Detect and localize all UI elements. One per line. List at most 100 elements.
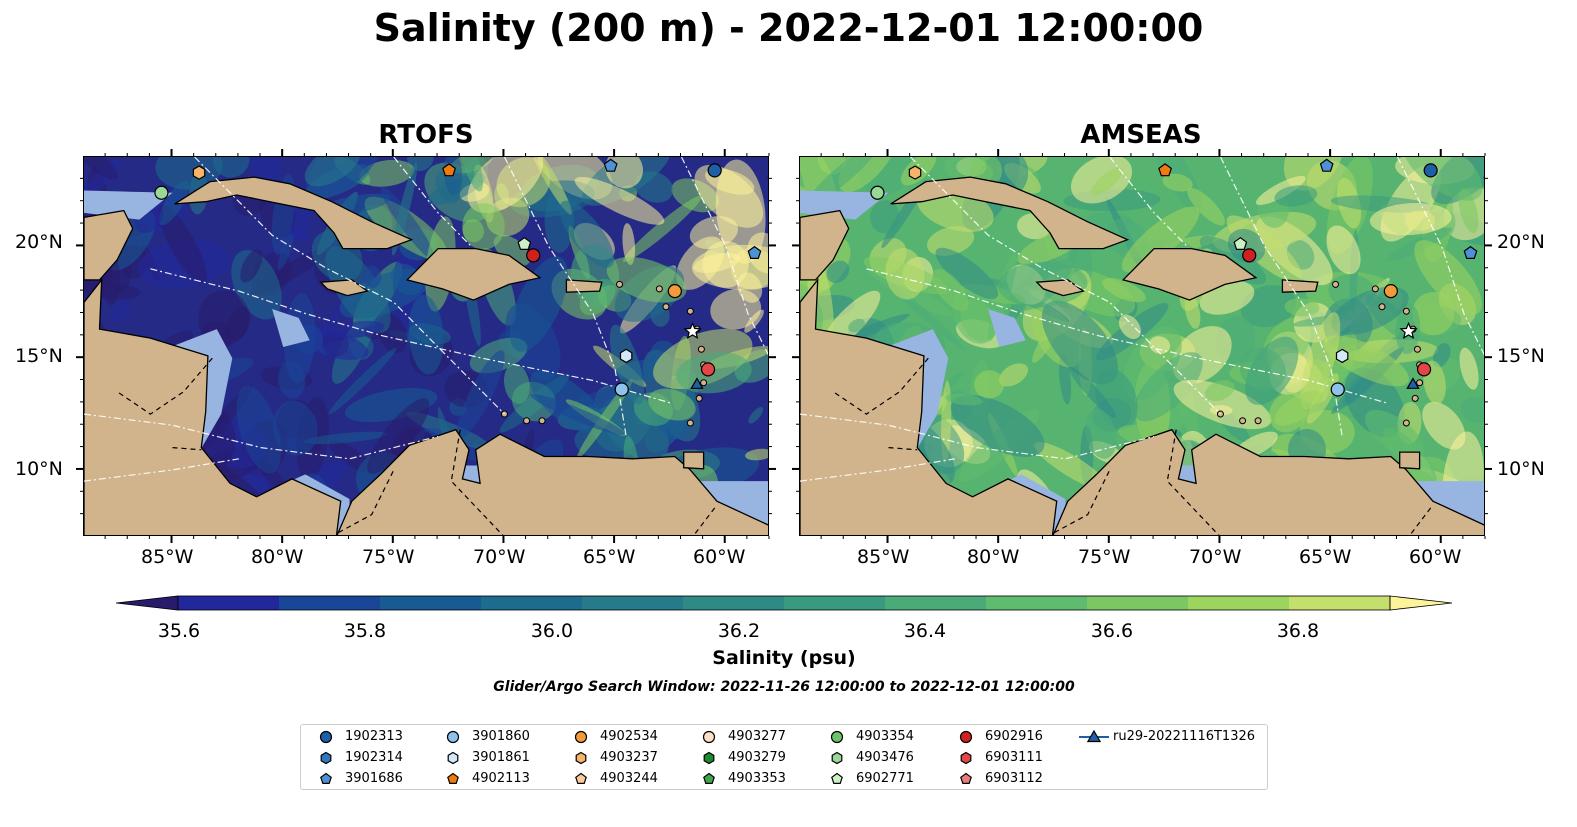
legend-glider-symbol: [1079, 729, 1109, 743]
legend-label: 6903112: [985, 771, 1043, 786]
salinity-patch: [391, 162, 418, 256]
legend-float-symbol: [831, 772, 843, 784]
salinity-patch: [456, 157, 483, 192]
salinity-patch: [110, 299, 131, 321]
salinity-patch: [885, 248, 925, 300]
legend-float-symbol: [959, 730, 973, 744]
colorbar-bin: [1289, 596, 1391, 610]
legend-float-symbol: [446, 730, 460, 744]
small-island: [1332, 280, 1340, 288]
small-island: [686, 419, 694, 427]
coastline-landmass: [800, 277, 1058, 535]
salinity-patch: [158, 204, 207, 284]
salinity-patch: [622, 223, 636, 266]
legend-marker: [447, 772, 459, 784]
salinity-patch: [1459, 347, 1479, 390]
salinity-patch: [509, 256, 568, 352]
float-marker: [442, 163, 457, 177]
float-marker: [1399, 321, 1418, 340]
salinity-patch: [648, 388, 696, 421]
small-island: [662, 303, 670, 311]
salinity-patch: [693, 252, 741, 273]
eez-boundary: [194, 157, 505, 415]
island: [1281, 279, 1319, 293]
legend-float-symbol: [319, 730, 333, 744]
float-marker: [1416, 362, 1432, 377]
legend-triangle: [1086, 729, 1102, 743]
colorbar-bin: [380, 596, 482, 610]
legend-float-symbol: [703, 772, 715, 784]
country-border: [172, 447, 202, 451]
small-island: [1413, 345, 1421, 353]
float-marker: [707, 163, 722, 178]
legend-float-symbol: [447, 751, 459, 765]
salinity-patch: [1322, 335, 1410, 387]
legend-marker: [320, 751, 332, 765]
lon-tick-left: 65°W: [583, 546, 636, 568]
salinity-patch: [90, 283, 141, 300]
small-island: [1239, 417, 1247, 425]
coastline-landmass: [1052, 428, 1484, 535]
legend-marker: [960, 772, 972, 784]
salinity-patch: [1240, 285, 1297, 328]
colorbar-bin: [481, 596, 583, 610]
axis-ticks: [792, 149, 1492, 543]
salinity-patch: [559, 200, 615, 268]
salinity-patch: [998, 363, 1029, 387]
lon-tick-left: 85°W: [141, 546, 194, 568]
float-marker: [1158, 163, 1173, 177]
island: [890, 176, 1130, 250]
salinity-patch: [84, 157, 118, 180]
salinity-patch: [493, 234, 531, 266]
lat-tick-left: 20°N: [15, 231, 63, 253]
eez-boundary: [1219, 157, 1343, 437]
float-marker: [683, 321, 702, 340]
coastline-landmass: [84, 277, 342, 535]
small-island: [616, 280, 624, 288]
salinity-patch: [1162, 173, 1193, 192]
country-border: [888, 447, 918, 451]
lon-tick-right: 65°W: [1299, 546, 1352, 568]
salinity-patch: [950, 395, 1045, 457]
island: [1035, 279, 1085, 297]
salinity-patch: [363, 265, 382, 289]
lon-tick-right: 60°W: [1409, 546, 1462, 568]
salinity-patch: [1041, 300, 1118, 385]
country-border: [338, 469, 395, 534]
salinity-patch: [380, 186, 435, 260]
eez-boundary: [503, 157, 627, 437]
salinity-patch: [226, 306, 251, 341]
island: [174, 176, 414, 250]
salinity-patch: [935, 247, 999, 300]
salinity-patch: [1085, 408, 1117, 459]
island: [1399, 451, 1421, 470]
salinity-patch: [159, 180, 190, 226]
salinity-patch: [456, 350, 505, 439]
eez-boundary: [800, 413, 1155, 460]
salinity-patch: [634, 171, 674, 203]
eez-boundary: [1396, 157, 1484, 356]
colorbar-bin: [1188, 596, 1290, 610]
lon-tick-right: 70°W: [1189, 546, 1242, 568]
country-border: [1409, 507, 1432, 535]
float-marker: [1330, 382, 1345, 397]
lat-tick-left: 15°N: [15, 345, 63, 367]
salinity-patch: [328, 347, 397, 415]
legend-float-symbol: [320, 772, 332, 784]
colorbar-bin: [986, 596, 1088, 610]
salinity-patch: [1460, 397, 1484, 424]
salinity-patch: [1204, 380, 1235, 401]
legend-marker: [319, 730, 333, 744]
small-island: [655, 285, 663, 293]
salinity-patch: [574, 176, 665, 225]
legend-label: 4902113: [472, 771, 530, 786]
colorbar-label: Salinity (psu): [712, 647, 856, 669]
island: [319, 279, 369, 297]
eez-boundary: [1109, 157, 1188, 247]
float-marker: [619, 348, 633, 364]
salinity-patch: [407, 157, 434, 172]
salinity-patch: [1090, 167, 1123, 196]
float-marker: [1319, 158, 1334, 172]
shallow-shelf: [988, 309, 1026, 347]
colorbar-outline: [177, 595, 1391, 611]
